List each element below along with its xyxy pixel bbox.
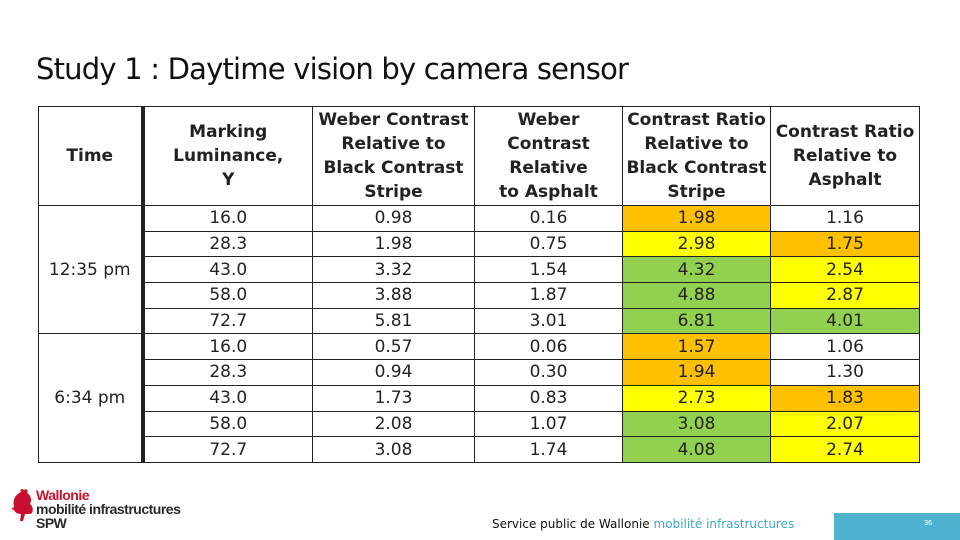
cell-weber-asphalt: 1.87 (474, 282, 623, 309)
logo-line-mobilite: mobilité infrastructures (36, 501, 181, 517)
table-row: 12:35 pm 16.0 0.98 0.16 1.98 1.16 (38, 204, 920, 335)
cell-weber-asphalt: 3.01 (474, 307, 623, 335)
cell-ratio-asphalt: 2.54 (770, 256, 920, 284)
cell-ratio-black: 4.08 (622, 436, 771, 463)
cell-ratio-asphalt: 1.16 (770, 205, 920, 232)
table-body: 12:35 pm 16.0 0.98 0.16 1.98 1.16 28.3 1.98 0.75… (38, 204, 920, 463)
page-number: 36 (924, 520, 932, 527)
cell-weber-asphalt: 0.16 (474, 205, 623, 232)
cell-luminance: 28.3 (142, 230, 313, 258)
cell-weber-black: 3.08 (312, 436, 475, 463)
cell-weber-black: 5.81 (312, 307, 475, 335)
cell-weber-black: 0.57 (312, 333, 475, 361)
cell-ratio-black: 2.73 (622, 384, 771, 412)
header-time: Time (38, 106, 145, 206)
cell-ratio-asphalt: 4.01 (770, 307, 920, 335)
contrast-table: Time Marking Luminance, Y Weber Contrast… (38, 106, 920, 463)
table-row: 72.7 5.81 3.01 6.81 4.01 (39, 307, 920, 335)
cell-luminance: 43.0 (142, 256, 313, 284)
cell-luminance: 16.0 (142, 333, 313, 361)
cell-weber-black: 0.98 (312, 205, 475, 232)
table-row: 43.0 1.73 0.83 2.73 1.83 (39, 384, 920, 412)
footer-text-main: Service public de Wallonie (492, 517, 650, 531)
header-marking-luminance: Marking Luminance, Y (142, 106, 313, 206)
table-row: 72.7 3.08 1.74 4.08 2.74 (39, 436, 920, 463)
cell-ratio-asphalt: 1.30 (770, 359, 920, 386)
cell-ratio-black: 3.08 (622, 410, 771, 438)
time-cell: 6:34 pm (38, 333, 145, 463)
cell-luminance: 58.0 (142, 282, 313, 309)
cell-luminance: 16.0 (142, 205, 313, 232)
page-number-box: 36 (834, 513, 960, 540)
cell-luminance: 72.7 (142, 307, 313, 335)
header-weber-asphalt-text: Weber Contrast Relative to Asphalt (499, 110, 598, 202)
cell-weber-asphalt: 0.75 (474, 230, 623, 258)
cell-weber-asphalt: 1.54 (474, 256, 623, 284)
table-row: 58.0 2.08 1.07 3.08 2.07 (39, 410, 920, 438)
header-weber-asphalt: Weber Contrast Relative to Asphalt (474, 106, 623, 206)
header-ratio-black: Contrast Ratio Relative to Black Contras… (622, 106, 771, 206)
cell-weber-asphalt: 1.07 (474, 410, 623, 438)
cell-ratio-asphalt: 2.74 (770, 436, 920, 463)
logo-text: Wallonie mobilité infrastructures SPW (36, 488, 216, 530)
table-row: 43.0 3.32 1.54 4.32 2.54 (39, 256, 920, 284)
cell-weber-black: 3.88 (312, 282, 475, 309)
cell-weber-asphalt: 0.30 (474, 359, 623, 386)
header-ratio-asphalt: Contrast Ratio Relative to Asphalt (770, 106, 920, 206)
table-row: 28.3 0.94 0.30 1.94 1.30 (39, 359, 920, 386)
cell-ratio-black: 1.98 (622, 205, 771, 232)
cell-weber-black: 1.98 (312, 230, 475, 258)
cell-weber-black: 1.73 (312, 384, 475, 412)
cell-luminance: 43.0 (142, 384, 313, 412)
wallonie-logo: Wallonie mobilité infrastructures SPW (10, 488, 210, 532)
table-row: 28.3 1.98 0.75 2.98 1.75 (39, 230, 920, 258)
table-header-row: Time Marking Luminance, Y Weber Contrast… (38, 106, 920, 206)
cell-ratio-asphalt: 1.83 (770, 384, 920, 412)
cell-ratio-black: 1.94 (622, 359, 771, 386)
header-weber-black: Weber Contrast Relative to Black Contras… (312, 106, 475, 206)
cell-weber-asphalt: 1.74 (474, 436, 623, 463)
cell-luminance: 72.7 (142, 436, 313, 463)
cell-ratio-asphalt: 1.75 (770, 230, 920, 258)
cell-weber-black: 3.32 (312, 256, 475, 284)
logo-line-wallonie: Wallonie (36, 487, 90, 503)
cell-weber-black: 0.94 (312, 359, 475, 386)
logo-line-spw: SPW (36, 515, 67, 531)
cell-weber-asphalt: 0.83 (474, 384, 623, 412)
cell-luminance: 58.0 (142, 410, 313, 438)
cell-ratio-black: 2.98 (622, 230, 771, 258)
cell-ratio-black: 6.81 (622, 307, 771, 335)
slide-title: Study 1 : Daytime vision by camera senso… (36, 52, 629, 86)
table-row: 58.0 3.88 1.87 4.88 2.87 (39, 282, 920, 309)
cell-ratio-black: 4.32 (622, 256, 771, 284)
table-row: 6:34 pm 16.0 0.57 0.06 1.57 1.06 (38, 333, 920, 463)
header-marking-luminance-text: Marking Luminance, Y (173, 122, 284, 190)
footer-text-accent: mobilité infrastructures (653, 517, 795, 531)
cell-weber-asphalt: 0.06 (474, 333, 623, 361)
cell-weber-black: 2.08 (312, 410, 475, 438)
rooster-icon (11, 489, 33, 521)
footer-text: Service public de Wallonie mobilité infr… (492, 517, 794, 531)
time-cell: 12:35 pm (38, 204, 145, 335)
cell-ratio-asphalt: 1.06 (770, 333, 920, 361)
cell-ratio-black: 1.57 (622, 333, 771, 361)
cell-ratio-asphalt: 2.87 (770, 282, 920, 309)
cell-ratio-black: 4.88 (622, 282, 771, 309)
cell-ratio-asphalt: 2.07 (770, 410, 920, 438)
cell-luminance: 28.3 (142, 359, 313, 386)
